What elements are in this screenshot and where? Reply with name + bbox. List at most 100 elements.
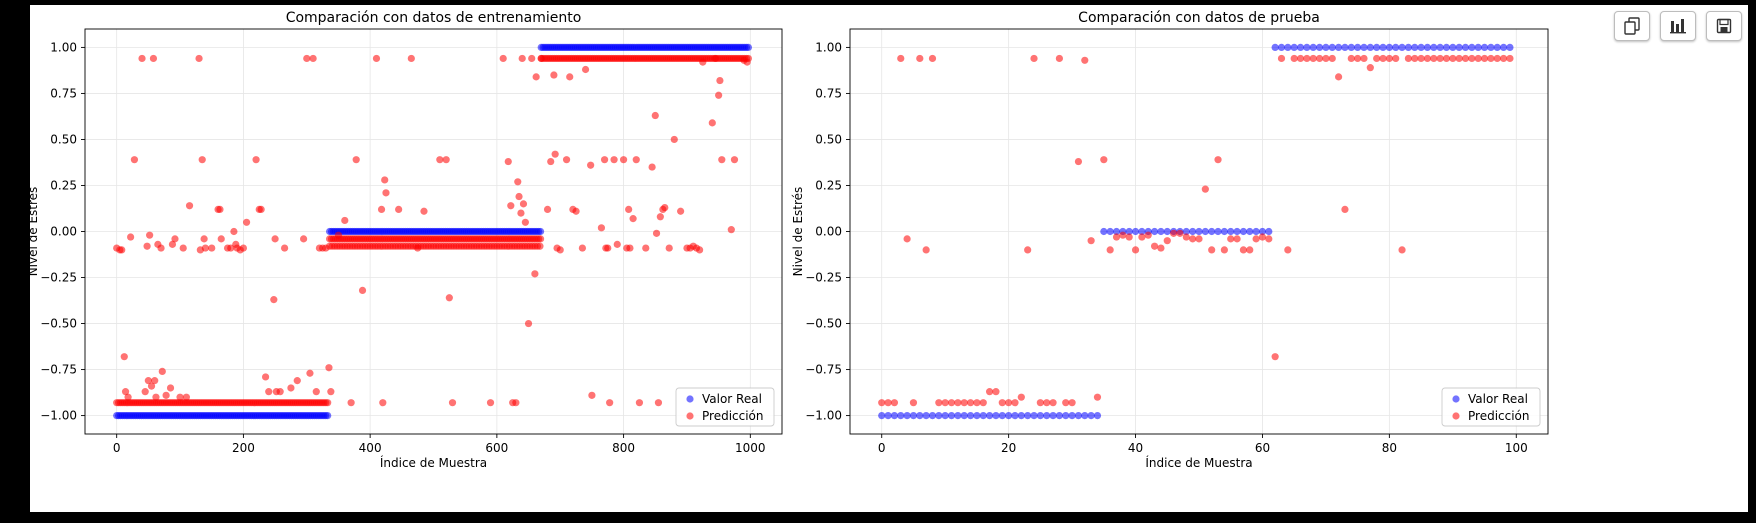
chart1-point-1-468	[270, 296, 278, 304]
chart2-point-1-16	[979, 399, 987, 407]
chart2-point-1-85	[1417, 54, 1425, 63]
chart2-point-0-23	[1024, 411, 1032, 420]
chart2-ytick-label-2: 0.50	[815, 132, 842, 146]
chart2-point-1-29	[1062, 399, 1070, 407]
chart2-point-0-54	[1220, 227, 1228, 236]
chart2-point-0-1	[884, 411, 892, 420]
save-button[interactable]	[1706, 11, 1742, 41]
chart2-point-0-59	[1252, 227, 1260, 236]
chart2-point-1-69	[1315, 54, 1324, 63]
chart2-point-1-34	[1093, 393, 1102, 401]
chart2-point-0-88	[1436, 43, 1444, 52]
chart2-point-1-87	[1430, 54, 1438, 63]
chart1-point-1-495	[395, 205, 403, 214]
chart2-legend-label-1: Predicción	[1468, 409, 1530, 423]
chart1-series-1	[113, 54, 753, 407]
chart1-ylabel: Nivel de Estrés	[30, 187, 40, 277]
chart2-point-0-22	[1017, 411, 1025, 420]
chart1-point-1-488	[352, 156, 360, 164]
chart1-point-1-563	[696, 246, 704, 254]
chart1-point-1-493	[382, 189, 390, 197]
chart1-point-1-544	[626, 244, 634, 252]
chart2-point-1-68	[1309, 54, 1317, 63]
chart1-point-1-422	[121, 388, 130, 396]
chart1-point-1-558	[677, 207, 685, 215]
chart1-point-1-492	[381, 176, 389, 184]
chart2-point-1-9	[935, 399, 943, 407]
chart2-point-0-52	[1208, 227, 1216, 236]
chart2-point-0-16	[979, 411, 987, 420]
chart2-point-1-97	[1493, 54, 1501, 63]
chart-button[interactable]	[1660, 11, 1696, 41]
chart1-point-1-443	[179, 244, 187, 252]
chart1-point-1-424	[127, 233, 135, 241]
chart1-point-1-426	[138, 54, 146, 63]
chart2-point-0-45	[1163, 227, 1171, 236]
chart2-ytick-label-0: 1.00	[815, 40, 842, 54]
chart2-point-0-51	[1201, 227, 1209, 236]
chart1-point-1-541	[619, 156, 628, 164]
chart1-ytick-label-7: −0.75	[40, 363, 77, 377]
chart2-point-1-18	[992, 388, 1000, 396]
chart2-point-0-70	[1322, 43, 1330, 52]
chart2-ytick-label-3: 0.25	[815, 178, 842, 192]
chart2-point-1-63	[1277, 54, 1286, 63]
chart1-ytick-label-5: −0.25	[40, 271, 77, 285]
chart1-point-1-550	[651, 111, 659, 120]
chart1-point-1-485	[334, 231, 343, 239]
chart2-xtick-label-4: 80	[1382, 441, 1397, 455]
chart2-xtick-label-1: 20	[1001, 441, 1016, 455]
chart2-xtick-label-5: 100	[1505, 441, 1528, 455]
chart2-point-1-94	[1474, 54, 1482, 63]
chart1-point-1-508	[512, 399, 520, 407]
chart2-point-0-96	[1487, 43, 1495, 52]
chart1-point-1-497	[414, 244, 422, 252]
chart2-point-1-82	[1398, 246, 1406, 254]
chart2-point-0-17	[986, 411, 994, 420]
chart1-point-1-549	[648, 163, 656, 171]
chart1-point-1-428	[143, 242, 151, 250]
chart1-point-1-472	[280, 244, 289, 252]
chart1-point-1-505	[504, 157, 512, 166]
chart2-point-1-25	[1036, 399, 1044, 407]
chart1-point-1-466	[261, 373, 270, 381]
chart1-point-1-467	[265, 388, 273, 396]
chart1-point-1-513	[519, 200, 528, 208]
chart1-point-1-527	[566, 73, 574, 81]
chart1-point-1-449	[200, 235, 208, 243]
chart1-point-1-421	[120, 353, 128, 361]
chart2-point-0-63	[1277, 43, 1286, 52]
chart2-point-1-73	[1341, 205, 1349, 214]
chart2-point-0-57	[1239, 227, 1248, 236]
chart2-point-0-2	[890, 411, 899, 420]
chart2-point-1-22	[1017, 393, 1025, 401]
chart1-xtick-label-5: 1000	[735, 441, 766, 455]
chart2-point-0-9	[935, 411, 943, 420]
chart2-point-0-49	[1189, 227, 1197, 236]
chart2-point-0-7	[922, 411, 930, 420]
chart1-point-1-504	[499, 54, 507, 63]
chart1-point-1-223	[536, 235, 545, 243]
chart1-point-1-432	[149, 54, 158, 63]
chart2-point-1-49	[1189, 235, 1197, 243]
chart2-point-1-15	[973, 399, 981, 407]
chart2-point-0-97	[1493, 43, 1501, 52]
chart2-ytick-label-4: 0.00	[815, 225, 842, 239]
chart1-point-1-482	[322, 244, 330, 252]
chart2-point-1-2	[890, 399, 899, 407]
copy-button[interactable]	[1614, 11, 1650, 41]
chart2-point-1-92	[1461, 54, 1470, 63]
chart1-point-1-478	[309, 54, 317, 63]
chart2-point-0-74	[1347, 43, 1355, 52]
chart2-point-0-91	[1455, 43, 1463, 52]
chart1-point-1-499	[436, 156, 444, 164]
chart1-point-1-451	[208, 244, 216, 252]
chart2-point-0-98	[1499, 43, 1508, 52]
chart2-point-0-73	[1341, 43, 1349, 52]
chart2-title: Comparación con datos de prueba	[1078, 10, 1320, 26]
chart1-point-1-532	[587, 161, 595, 169]
chart2-point-1-12	[954, 399, 962, 407]
chart2-point-1-59	[1252, 235, 1260, 243]
chart1-point-1-437	[158, 367, 166, 376]
chart1-point-1-517	[531, 270, 539, 278]
